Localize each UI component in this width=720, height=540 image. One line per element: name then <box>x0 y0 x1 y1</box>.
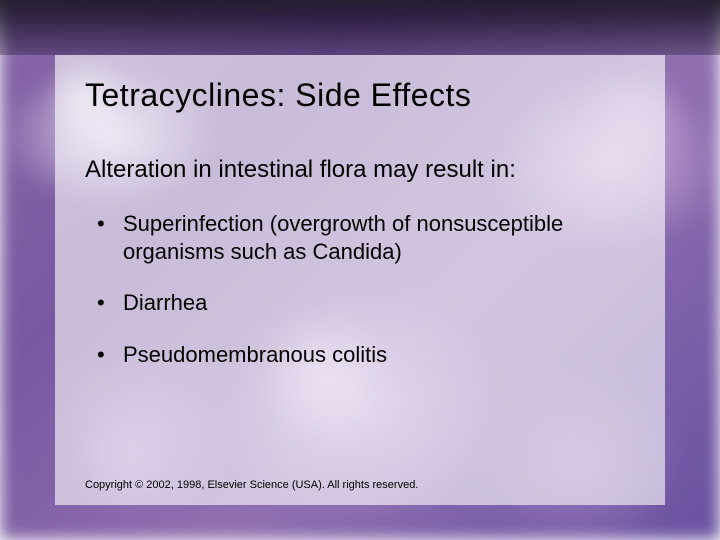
bullet-list: Superinfection (overgrowth of nonsuscept… <box>85 210 635 368</box>
list-item: Diarrhea <box>97 289 635 317</box>
top-dark-band <box>0 0 720 55</box>
list-item: Pseudomembranous colitis <box>97 341 635 369</box>
slide-panel: Tetracyclines: Side Effects Alteration i… <box>55 55 665 505</box>
list-item: Superinfection (overgrowth of nonsuscept… <box>97 210 635 265</box>
slide-title: Tetracyclines: Side Effects <box>85 77 635 114</box>
copyright-text: Copyright © 2002, 1998, Elsevier Science… <box>85 479 418 491</box>
slide-subtitle: Alteration in intestinal flora may resul… <box>85 156 635 184</box>
